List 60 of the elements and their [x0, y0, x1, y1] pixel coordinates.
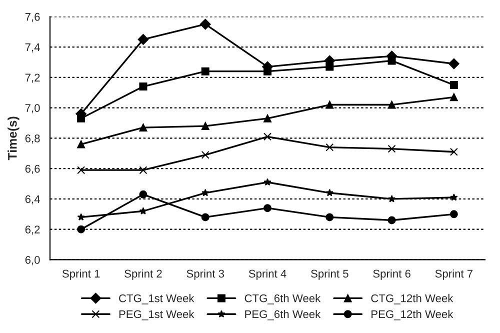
- point: [388, 216, 396, 224]
- y-tick-label: 6,0: [25, 256, 40, 266]
- point: [77, 166, 86, 174]
- point: [200, 18, 211, 30]
- point: [201, 67, 210, 76]
- legend-label: PEG_6th Week: [245, 310, 321, 320]
- point: [139, 166, 148, 174]
- y-tick-label: 6,8: [25, 134, 40, 144]
- point: [388, 194, 396, 202]
- x-tick-label: Sprint 3: [186, 269, 224, 280]
- y-axis-title: Time(s): [8, 116, 20, 160]
- y-tick-label: 7,2: [25, 74, 40, 83]
- point: [139, 207, 148, 214]
- point: [264, 204, 272, 212]
- point: [450, 210, 458, 218]
- point: [77, 213, 85, 221]
- legend-label: PEG_1st Week: [119, 310, 194, 320]
- legend-label: CTG_12th Week: [371, 294, 454, 304]
- y-tick-label: 6,4: [25, 195, 40, 204]
- legend-label: PEG_12th Week: [372, 310, 454, 320]
- point: [139, 190, 148, 198]
- legend-label: CTG_6th Week: [244, 294, 321, 304]
- point: [326, 188, 334, 196]
- point: [264, 178, 272, 186]
- x-tick-label: Sprint 7: [435, 269, 473, 280]
- point: [450, 193, 458, 201]
- point: [264, 114, 272, 122]
- point: [326, 62, 334, 71]
- y-tick-label: 6,6: [25, 164, 40, 174]
- point: [450, 81, 458, 90]
- point: [326, 100, 334, 109]
- point: [388, 100, 396, 109]
- x-tick-label: Sprint 2: [124, 269, 162, 280]
- point: [450, 93, 458, 102]
- point: [388, 56, 396, 65]
- point: [450, 148, 458, 156]
- y-tick-label: 7,6: [25, 12, 40, 22]
- point: [326, 213, 334, 222]
- point: [448, 58, 460, 70]
- y-tick-label: 7,4: [25, 43, 40, 52]
- point: [201, 150, 210, 159]
- point: [139, 124, 148, 132]
- x-tick-label: Sprint 4: [248, 269, 286, 280]
- point: [326, 143, 334, 152]
- point: [202, 188, 210, 196]
- point: [139, 82, 148, 91]
- point: [388, 144, 396, 153]
- point: [264, 132, 272, 141]
- legend-label: CTG_1st Week: [119, 294, 194, 304]
- y-tick-label: 7,0: [25, 104, 40, 114]
- point: [138, 34, 149, 45]
- point: [77, 140, 86, 148]
- x-tick-label: Sprint 1: [62, 269, 100, 280]
- y-tick-label: 6,2: [25, 226, 40, 235]
- point: [77, 225, 86, 234]
- x-tick-label: Sprint 5: [311, 269, 348, 280]
- point: [201, 213, 210, 222]
- x-tick-label: Sprint 6: [373, 269, 410, 280]
- point: [77, 114, 86, 122]
- point: [201, 122, 210, 130]
